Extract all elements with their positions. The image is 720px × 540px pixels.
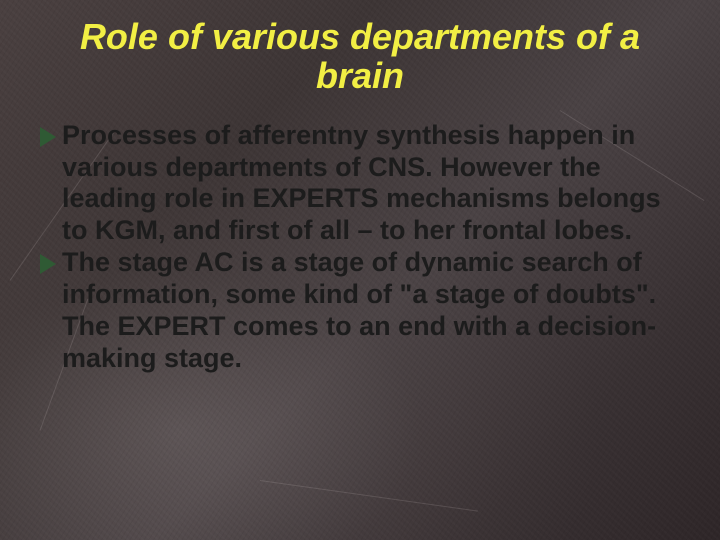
slide: Role of various departments of a brain P… <box>0 0 720 540</box>
bullet-arrow-icon <box>40 127 56 147</box>
bullet-item: Processes of afferentny synthesis happen… <box>40 120 680 247</box>
bullet-item: The stage AC is a stage of dynamic searc… <box>40 247 680 374</box>
decoration-line <box>260 480 478 512</box>
bullet-list: Processes of afferentny synthesis happen… <box>34 120 686 375</box>
bullet-text: Processes of afferentny synthesis happen… <box>62 120 680 247</box>
slide-title: Role of various departments of a brain <box>44 18 676 96</box>
bullet-text: The stage AC is a stage of dynamic searc… <box>62 247 680 374</box>
bullet-arrow-icon <box>40 254 56 274</box>
